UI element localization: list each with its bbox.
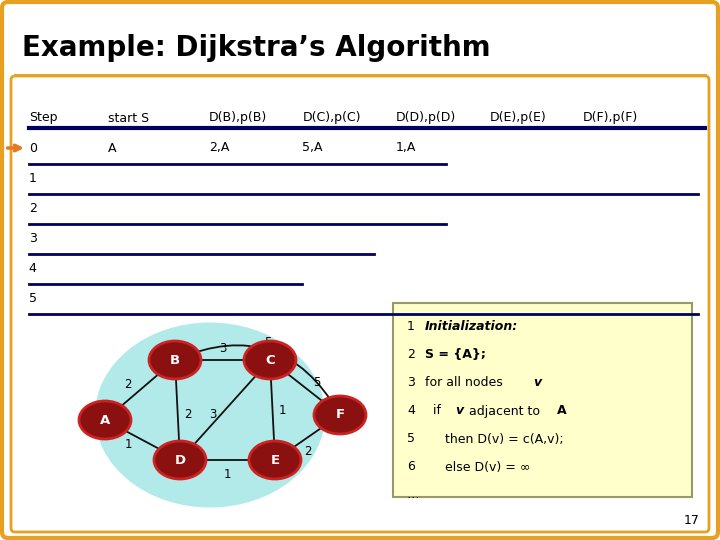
- Text: 5: 5: [29, 292, 37, 305]
- Text: D: D: [174, 454, 186, 467]
- Text: …: …: [407, 489, 420, 502]
- FancyBboxPatch shape: [393, 303, 692, 497]
- Ellipse shape: [79, 401, 131, 439]
- Text: D(E),p(E): D(E),p(E): [490, 111, 546, 125]
- Text: 5: 5: [407, 433, 415, 446]
- Ellipse shape: [149, 341, 201, 379]
- Text: 1: 1: [29, 172, 37, 185]
- Text: D(F),p(F): D(F),p(F): [583, 111, 639, 125]
- Text: 5: 5: [264, 336, 271, 349]
- Text: 17: 17: [684, 514, 700, 526]
- Text: Example: Dijkstra’s Algorithm: Example: Dijkstra’s Algorithm: [22, 34, 490, 62]
- Text: 1: 1: [279, 403, 287, 416]
- Text: if: if: [425, 404, 445, 417]
- Text: A: A: [100, 414, 110, 427]
- Text: Initialization:: Initialization:: [425, 321, 518, 334]
- Text: 2,A: 2,A: [209, 141, 229, 154]
- Text: start S: start S: [108, 111, 149, 125]
- Text: D(B),p(B): D(B),p(B): [209, 111, 267, 125]
- Ellipse shape: [314, 396, 366, 434]
- Text: 3: 3: [210, 408, 217, 422]
- Text: adjacent to: adjacent to: [465, 404, 544, 417]
- Text: 6: 6: [407, 461, 415, 474]
- Text: 2: 2: [407, 348, 415, 361]
- Text: for all nodes: for all nodes: [425, 376, 507, 389]
- Text: 5: 5: [313, 376, 320, 389]
- Text: 4: 4: [407, 404, 415, 417]
- Text: D(D),p(D): D(D),p(D): [396, 111, 456, 125]
- Text: S = {A};: S = {A};: [425, 348, 486, 361]
- Text: 2: 2: [125, 379, 132, 392]
- Ellipse shape: [154, 441, 206, 479]
- Text: 0: 0: [29, 141, 37, 154]
- Text: C: C: [265, 354, 275, 367]
- Text: 3: 3: [219, 341, 226, 354]
- Text: 1: 1: [125, 438, 132, 451]
- Text: 1,A: 1,A: [396, 141, 416, 154]
- Text: 2: 2: [304, 445, 311, 458]
- Text: D(C),p(C): D(C),p(C): [302, 111, 361, 125]
- Text: A: A: [108, 141, 117, 154]
- Text: 3: 3: [407, 376, 415, 389]
- Text: 1: 1: [407, 321, 415, 334]
- FancyBboxPatch shape: [11, 76, 709, 532]
- Text: then D(v) = c(A,v);: then D(v) = c(A,v);: [425, 433, 564, 446]
- Text: A: A: [557, 404, 567, 417]
- Ellipse shape: [249, 441, 301, 479]
- Ellipse shape: [95, 322, 325, 508]
- Text: v: v: [455, 404, 463, 417]
- Ellipse shape: [244, 341, 296, 379]
- Text: v: v: [533, 376, 541, 389]
- Text: B: B: [170, 354, 180, 367]
- Text: Step: Step: [29, 111, 58, 125]
- Text: F: F: [336, 408, 345, 422]
- Text: E: E: [271, 454, 279, 467]
- Text: 5,A: 5,A: [302, 141, 323, 154]
- Text: 4: 4: [29, 261, 37, 274]
- Text: else D(v) = ∞: else D(v) = ∞: [425, 461, 530, 474]
- Text: 3: 3: [29, 232, 37, 245]
- Text: 2: 2: [184, 408, 192, 422]
- Text: 2: 2: [29, 201, 37, 214]
- Text: 1: 1: [224, 468, 231, 481]
